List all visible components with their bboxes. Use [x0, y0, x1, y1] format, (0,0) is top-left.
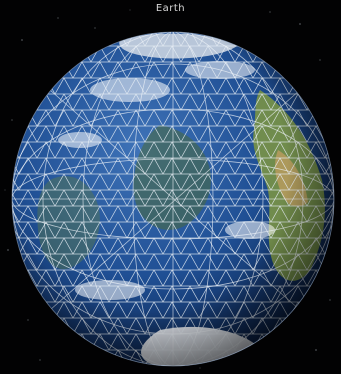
sphere-outline	[11, 31, 335, 367]
window-title: Earth	[155, 3, 186, 14]
sphere-shading	[12, 32, 334, 366]
earth-globe[interactable]	[10, 30, 336, 368]
